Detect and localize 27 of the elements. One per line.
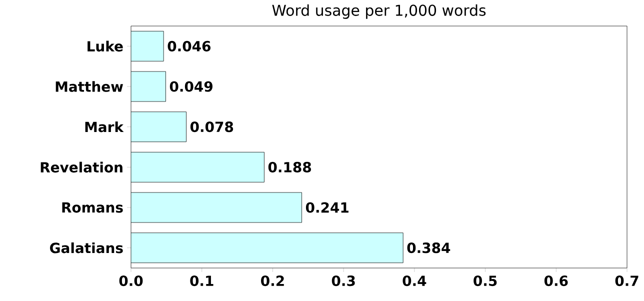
bar [131,152,264,182]
data-label: 0.046 [168,40,210,52]
bar [131,232,404,264]
x-tick-label: 0.3 [332,276,355,286]
data-label: 0.384 [407,242,450,254]
chart-title: Word usage per 1,000 words [272,4,486,19]
y-tick-label: Romans [62,202,123,213]
bar [131,71,166,102]
y-tick-label: Luke [88,40,123,52]
x-tick-label: 0.4 [402,276,426,286]
x-tick-label: 0.6 [544,276,568,286]
x-tick-label: 0.5 [474,276,497,286]
data-label: 0.241 [306,202,348,213]
x-tick-label: 0.7 [615,276,638,286]
data-label: 0.078 [190,122,234,132]
data-label: 0.049 [170,81,212,92]
x-tick-label: 0.2 [261,276,284,286]
y-tick-label: Galatians [50,242,123,254]
bar [131,112,186,142]
bar [131,30,164,62]
y-tick-label: Revelation [40,162,122,173]
x-tick-label: 0.0 [119,276,143,286]
data-label: 0.188 [268,162,311,172]
x-tick-label: 0.1 [190,276,214,286]
bar [131,192,302,223]
y-tick-label: Matthew [56,81,123,92]
y-tick-label: Mark [85,121,124,132]
